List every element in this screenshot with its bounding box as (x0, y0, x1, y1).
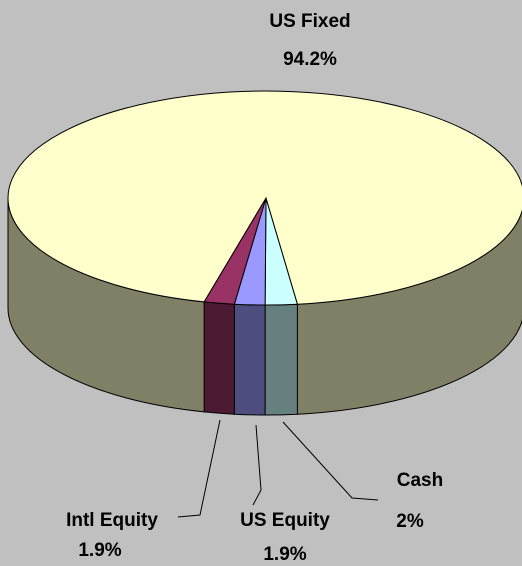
leader-line (252, 424, 262, 506)
slice-label: US Fixed (269, 11, 350, 32)
slice-value-label: 2% (396, 511, 424, 532)
leader-line (177, 419, 221, 518)
slice-label: US Equity (240, 510, 330, 531)
slice-value-label: 1.9% (263, 544, 306, 565)
slice-value-label: 1.9% (78, 540, 121, 561)
slice-side (203, 301, 235, 415)
leader-line (282, 421, 379, 501)
slice (7, 90, 522, 305)
slice-label: Cash (397, 470, 443, 491)
slice-side (264, 303, 298, 416)
slice-label: Intl Equity (66, 510, 158, 531)
slice-side (233, 303, 266, 416)
slice-value-label: 94.2% (283, 49, 337, 70)
